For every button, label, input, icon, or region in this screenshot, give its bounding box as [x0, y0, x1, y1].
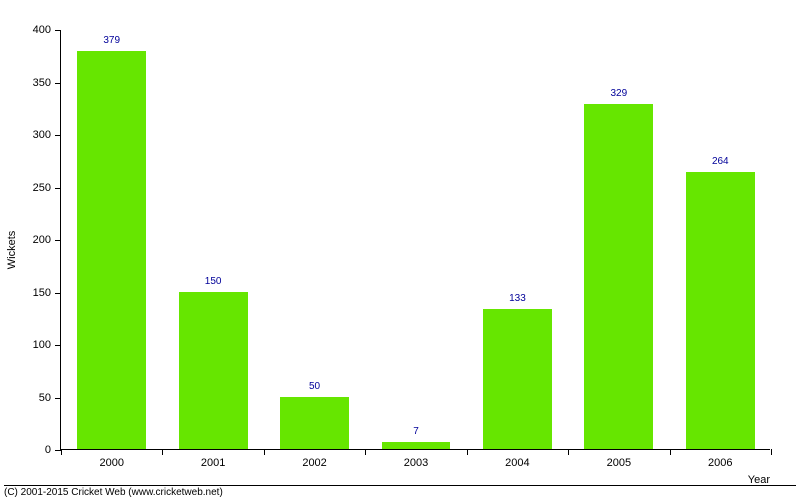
bar	[179, 292, 248, 450]
x-tick	[162, 449, 163, 455]
plot-area: 0501001502002503003504003792000150200150…	[60, 30, 770, 450]
bar-value-label: 50	[309, 381, 320, 392]
y-tick-label: 350	[33, 77, 51, 89]
bar	[382, 442, 451, 449]
y-tick	[55, 30, 61, 31]
x-tick-label: 2004	[505, 457, 529, 469]
bar	[584, 104, 653, 449]
x-tick-label: 2000	[99, 457, 123, 469]
y-tick-label: 400	[33, 24, 51, 36]
y-tick-label: 50	[39, 392, 51, 404]
bar-value-label: 150	[205, 276, 222, 287]
y-tick	[55, 188, 61, 189]
footer-copyright: (C) 2001-2015 Cricket Web (www.cricketwe…	[4, 485, 796, 498]
y-tick-label: 150	[33, 287, 51, 299]
x-tick	[771, 449, 772, 455]
bar	[77, 51, 146, 449]
x-tick	[467, 449, 468, 455]
x-tick	[365, 449, 366, 455]
y-axis-title: Wickets	[6, 231, 18, 270]
y-tick-label: 200	[33, 234, 51, 246]
x-tick-label: 2002	[302, 457, 326, 469]
bar-value-label: 133	[509, 293, 526, 304]
y-tick	[55, 398, 61, 399]
bar-value-label: 329	[611, 88, 628, 99]
y-tick	[55, 240, 61, 241]
bar-value-label: 7	[413, 426, 419, 437]
y-tick-label: 100	[33, 339, 51, 351]
y-tick	[55, 135, 61, 136]
x-tick	[568, 449, 569, 455]
y-tick	[55, 293, 61, 294]
x-tick	[264, 449, 265, 455]
x-tick-label: 2005	[607, 457, 631, 469]
x-tick-label: 2001	[201, 457, 225, 469]
bar	[280, 397, 349, 450]
x-tick-label: 2006	[708, 457, 732, 469]
x-tick	[61, 449, 62, 455]
y-tick	[55, 83, 61, 84]
y-tick-label: 0	[45, 444, 51, 456]
bar-value-label: 379	[103, 35, 120, 46]
x-tick	[670, 449, 671, 455]
y-tick-label: 250	[33, 182, 51, 194]
bar	[483, 309, 552, 449]
chart-container: Wickets 05010015020025030035040037920001…	[0, 0, 800, 500]
y-tick-label: 300	[33, 129, 51, 141]
bar	[686, 172, 755, 449]
bar-value-label: 264	[712, 156, 729, 167]
x-tick-label: 2003	[404, 457, 428, 469]
y-tick	[55, 345, 61, 346]
